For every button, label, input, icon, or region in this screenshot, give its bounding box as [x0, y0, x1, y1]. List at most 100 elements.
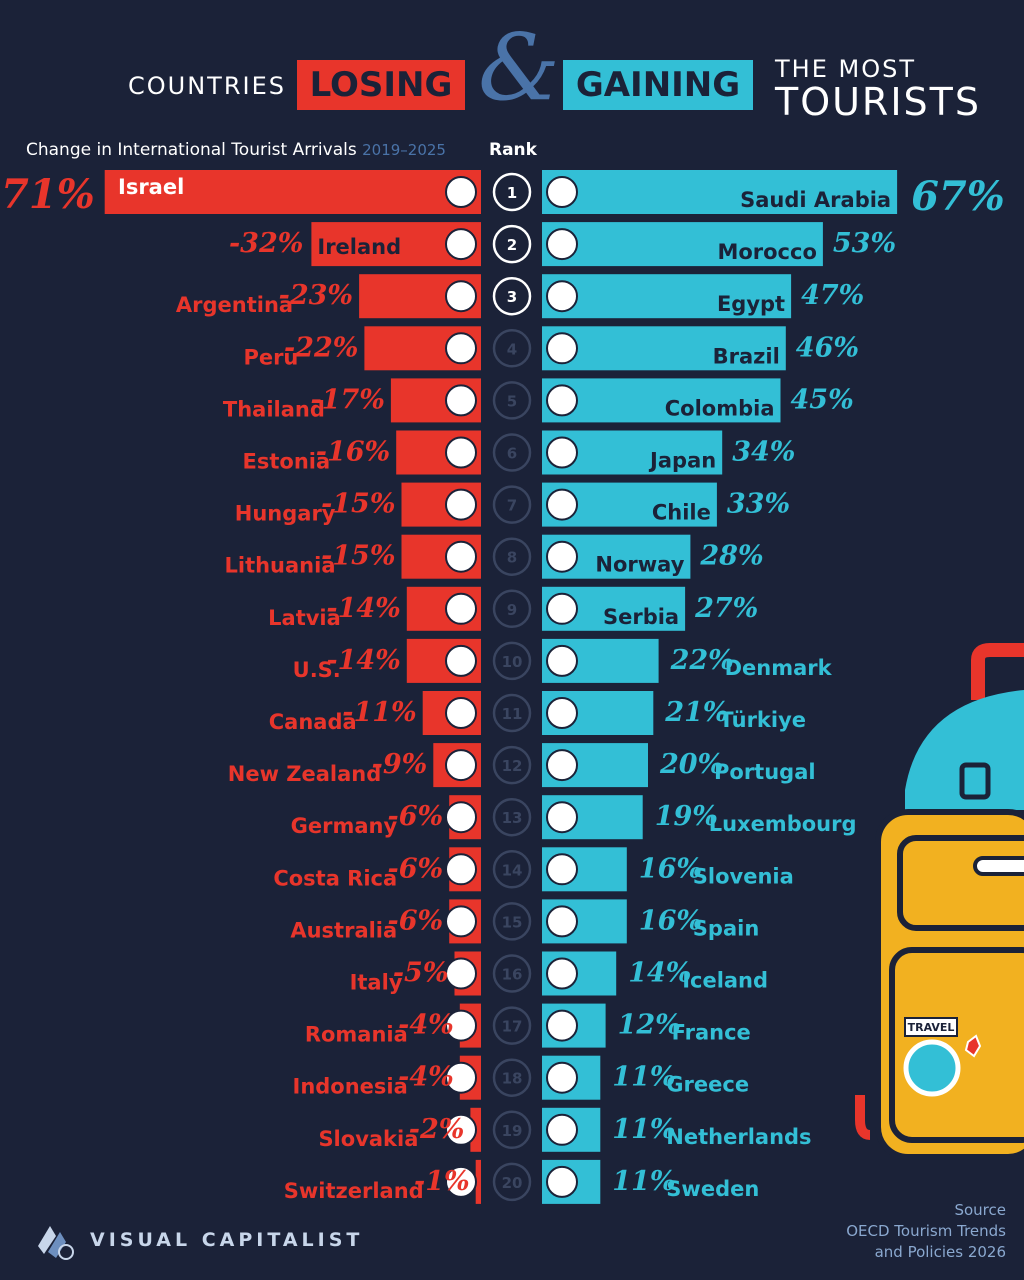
source-note: Source OECD Tourism Trends and Policies … — [846, 1200, 1006, 1263]
suitcase-handle — [971, 643, 1024, 700]
gaining-bar — [542, 326, 786, 371]
flag-icon — [445, 957, 477, 990]
gaining-bar — [542, 378, 781, 423]
suitcase-front-panel — [889, 947, 1024, 1143]
losing-country-label: U.S. — [293, 658, 341, 682]
flag-icon — [546, 384, 578, 417]
gaining-value-label: 33% — [727, 489, 790, 520]
losing-country-label: Estonia — [243, 450, 331, 474]
losing-value-label: -5% — [393, 958, 449, 989]
rank-badge — [492, 1162, 532, 1202]
sticker-heart — [964, 1034, 982, 1058]
losing-country-label: Slovakia — [318, 1127, 418, 1151]
rank-badge — [492, 1006, 532, 1045]
gaining-country-label: France — [672, 1021, 751, 1045]
losing-country-label: Latvia — [268, 606, 341, 630]
title-ampersand: & — [478, 14, 560, 121]
rank-badge — [492, 641, 532, 681]
flag-icon — [546, 1009, 578, 1042]
rank-number: 7 — [507, 497, 517, 515]
gaining-value-label: 34% — [732, 437, 795, 468]
rank-number: 13 — [502, 809, 523, 827]
travel-sticker-label: TRAVEL — [908, 1021, 955, 1034]
brand-footer: VISUAL CAPITALIST — [32, 1218, 363, 1262]
losing-value-label: -32% — [229, 228, 303, 259]
losing-value-label: -6% — [388, 905, 444, 936]
rank-number: 1 — [507, 184, 517, 202]
rank-badge — [492, 172, 532, 212]
gaining-country-label: Serbia — [603, 605, 679, 629]
rank-number: 3 — [507, 288, 517, 306]
rank-number: 9 — [507, 601, 517, 619]
rank-number: 10 — [502, 653, 523, 671]
visual-capitalist-logo — [38, 1226, 74, 1260]
losing-value-label: -71% — [0, 171, 95, 218]
losing-country-label: Lithuania — [224, 554, 335, 578]
losing-country-label: Israel — [118, 175, 184, 199]
losing-country-label: Peru — [243, 345, 298, 369]
gaining-value-label: 11% — [612, 1114, 675, 1145]
flag-icon — [445, 176, 477, 208]
gaining-country-label: Sweden — [666, 1177, 759, 1201]
bars-group: 1 Israel -71% Saudi Arabia 67% 2 Ireland -32% Mo… — [0, 170, 1005, 1204]
gaining-value-label: 45% — [791, 384, 854, 415]
losing-country-label: Canada — [269, 710, 357, 734]
losing-value-label: -4% — [398, 1010, 454, 1041]
gaining-country-label: Norway — [595, 553, 684, 577]
flag-icon — [445, 853, 477, 886]
suitcase-pocket — [897, 835, 1024, 931]
gaining-value-label: 16% — [639, 905, 702, 936]
losing-value-label: -17% — [310, 384, 384, 415]
gaining-country-label: Spain — [693, 916, 759, 940]
flag-icon — [445, 1165, 477, 1198]
losing-value-label: -23% — [279, 280, 353, 311]
gaining-country-label: Iceland — [682, 969, 768, 993]
flag-icon — [445, 592, 477, 625]
gaining-value-label: 14% — [628, 958, 691, 989]
losing-country-label: Romania — [305, 1023, 408, 1047]
gaining-value-label: 12% — [618, 1010, 681, 1041]
gaining-value-label: 11% — [612, 1166, 675, 1197]
rank-badge — [492, 797, 532, 837]
source-line-2: and Policies 2026 — [874, 1243, 1006, 1261]
rank-badge — [492, 329, 532, 368]
gaining-country-label: Colombia — [665, 396, 775, 420]
gaining-value-label: 11% — [612, 1062, 675, 1093]
losing-country-label: Thailand — [223, 397, 325, 421]
gaining-value-label: 27% — [694, 593, 758, 624]
flag-icon — [546, 540, 578, 573]
gaining-country-label: Japan — [648, 449, 716, 473]
losing-value-label: -11% — [342, 697, 416, 728]
gaining-country-label: Chile — [652, 501, 711, 525]
flag-icon — [546, 228, 578, 261]
rank-number: 8 — [507, 549, 517, 567]
losing-country-label: New Zealand — [228, 762, 382, 786]
gaining-value-label: 28% — [699, 541, 763, 572]
sticker-globe — [903, 1039, 961, 1097]
subtitle-text: Change in International Tourist Arrivals — [26, 140, 357, 160]
backpack-shape — [905, 690, 1024, 810]
gaining-value-label: 21% — [664, 697, 728, 728]
subtitle-years: 2019–2025 — [362, 141, 446, 159]
rank-badge — [492, 745, 532, 785]
travel-sticker — [904, 1017, 958, 1037]
gaining-value-label: 22% — [670, 645, 734, 676]
gaining-value-label: 16% — [639, 853, 702, 884]
flag-icon — [546, 957, 578, 990]
flag-icon — [445, 697, 477, 729]
gaining-value-label: 20% — [659, 749, 723, 780]
flag-icon — [546, 905, 578, 938]
rank-number: 12 — [502, 757, 523, 775]
flag-icon — [546, 1165, 578, 1198]
gaining-value-label: 46% — [796, 332, 859, 363]
title-countries: COUNTRIES — [128, 72, 286, 100]
flag-icon — [445, 384, 477, 417]
rank-number: 6 — [507, 445, 517, 463]
flag-icon — [445, 905, 477, 938]
flag-icon — [445, 488, 477, 521]
gaining-country-label: Denmark — [725, 656, 833, 680]
flag-icon — [445, 332, 477, 365]
losing-value-label: -16% — [316, 437, 390, 468]
flag-icon — [546, 853, 578, 886]
flag-icon — [445, 540, 477, 573]
